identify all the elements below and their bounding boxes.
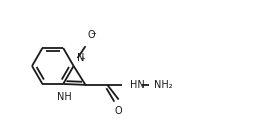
Text: N: N <box>77 53 84 63</box>
Text: −: − <box>91 31 96 37</box>
Text: NH₂: NH₂ <box>154 80 173 90</box>
Text: HN: HN <box>130 80 145 90</box>
Text: O: O <box>87 30 95 40</box>
Text: NH: NH <box>57 92 71 102</box>
Text: +: + <box>79 56 85 62</box>
Text: O: O <box>115 107 123 116</box>
